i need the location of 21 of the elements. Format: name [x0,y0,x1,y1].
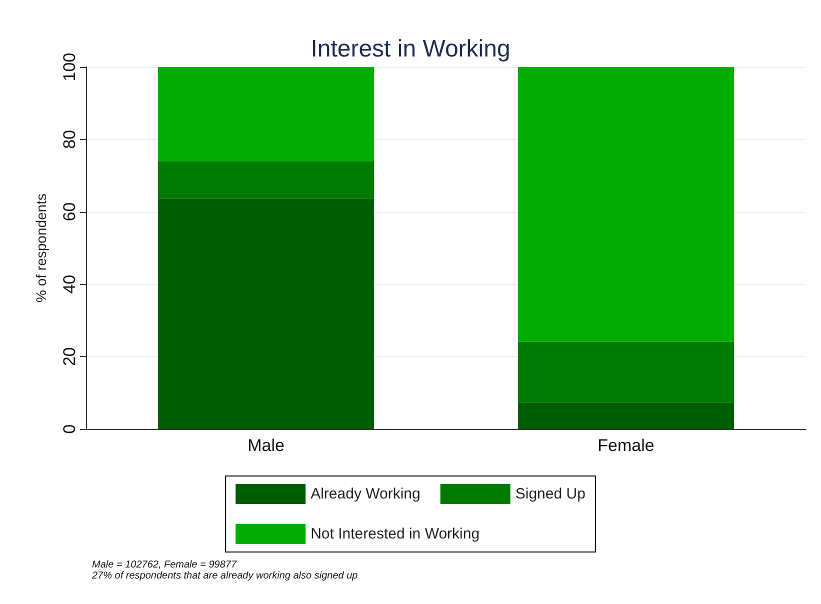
y-tick-label: 0 [60,424,79,434]
bar [158,198,374,429]
bar [158,67,374,162]
legend-label: Not Interested in Working [310,526,480,542]
text: Male = 102762, Female = 99877 [92,560,237,570]
chart-title: Interest in Working [310,36,510,62]
y-tick-label: 100 [60,52,79,82]
y-tick-label: 80 [60,130,79,149]
bar [518,342,734,403]
x-tick-label: Male [248,436,284,455]
legend-label: Signed Up [515,486,586,502]
x-tick-label: Female [598,436,654,455]
y-axis-title: % of respondents [33,194,49,302]
legend-label: Already Working [310,486,420,502]
y-tick-label: 20 [60,347,79,366]
y-tick-label: 40 [60,274,79,294]
bar [518,67,734,342]
bar [518,402,734,429]
y-tick-label: 60 [60,202,79,222]
text: 27% of respondents that are already working also signed up [91,570,358,582]
bar [158,161,374,198]
